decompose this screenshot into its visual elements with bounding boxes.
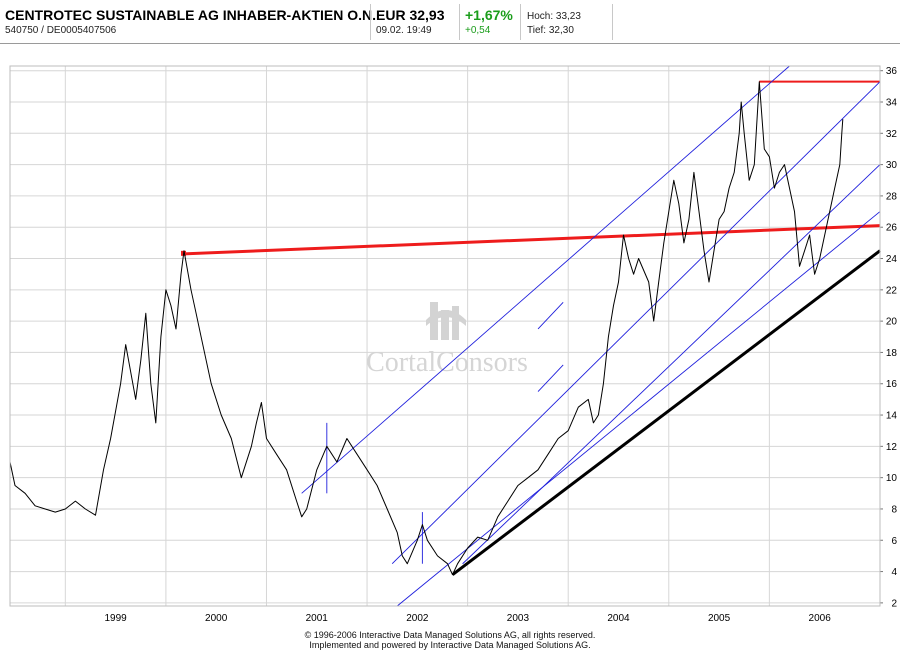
powered-by-line: Implemented and powered by Interactive D… bbox=[309, 640, 591, 650]
y-tick-label: 6 bbox=[891, 536, 897, 547]
y-tick-label: 4 bbox=[891, 567, 897, 578]
watermark-logo-icon bbox=[426, 302, 466, 340]
y-tick-label: 28 bbox=[886, 191, 898, 202]
watermark: CortalConsors bbox=[366, 302, 528, 378]
x-tick-label: 2000 bbox=[205, 613, 228, 624]
channel-line bbox=[396, 211, 881, 607]
header-divider bbox=[370, 4, 371, 40]
copyright-line: © 1996-2006 Interactive Data Managed Sol… bbox=[304, 630, 596, 640]
y-tick-label: 26 bbox=[886, 223, 898, 234]
x-tick-label: 2005 bbox=[708, 613, 731, 624]
header-divider bbox=[459, 4, 460, 40]
header-divider bbox=[520, 4, 521, 40]
security-identifier: 540750 / DE0005407506 bbox=[5, 25, 117, 36]
x-axis: 1999 2000 2001 2002 2003 2004 2005 2006 bbox=[104, 613, 831, 624]
y-tick-label: 2 bbox=[891, 598, 897, 609]
quote-header: CENTROTEC SUSTAINABLE AG INHABER-AKTIEN … bbox=[0, 0, 900, 44]
channel-line bbox=[537, 302, 564, 330]
y-tick-label: 18 bbox=[886, 348, 898, 359]
resistance-line bbox=[183, 224, 881, 256]
x-tick-label: 2004 bbox=[607, 613, 630, 624]
x-tick-label: 2001 bbox=[306, 613, 329, 624]
x-tick-label: 2006 bbox=[809, 613, 832, 624]
y-tick-label: 36 bbox=[886, 66, 898, 77]
channel-line bbox=[391, 81, 881, 565]
header-border bbox=[0, 43, 900, 44]
y-tick-label: 34 bbox=[886, 98, 898, 109]
channel-line bbox=[537, 364, 564, 392]
y-tick-label: 32 bbox=[886, 129, 898, 140]
watermark-text: CortalConsors bbox=[366, 347, 528, 378]
chart-grid bbox=[10, 66, 880, 606]
channel-line bbox=[301, 65, 790, 494]
y-tick-label: 8 bbox=[891, 504, 897, 515]
day-high: Hoch: 33,23 bbox=[527, 11, 581, 22]
price-series bbox=[9, 81, 844, 576]
x-tick-label: 1999 bbox=[104, 613, 127, 624]
channel-line bbox=[462, 164, 881, 565]
y-tick-label: 12 bbox=[886, 442, 898, 453]
plot-frame bbox=[9, 65, 881, 607]
price-chart: CortalConsors 1999 2000 2001 2002 2003 2004 20… bbox=[9, 65, 897, 624]
change-absolute: +0,54 bbox=[465, 25, 491, 36]
price-line bbox=[9, 81, 844, 576]
header-divider bbox=[612, 4, 613, 40]
support-line bbox=[451, 249, 881, 576]
change-percent: +1,67% bbox=[465, 7, 513, 23]
x-tick-label: 2003 bbox=[507, 613, 530, 624]
trend-lines bbox=[181, 65, 881, 607]
y-tick-label: 16 bbox=[886, 379, 898, 390]
y-tick-label: 24 bbox=[886, 254, 898, 265]
security-title: CENTROTEC SUSTAINABLE AG INHABER-AKTIEN … bbox=[5, 7, 376, 23]
y-tick-label: 30 bbox=[886, 160, 898, 171]
x-tick-label: 2002 bbox=[406, 613, 429, 624]
last-price: EUR 32,93 bbox=[376, 7, 445, 23]
y-tick-label: 22 bbox=[886, 285, 898, 296]
quote-timestamp: 09.02. 19:49 bbox=[376, 25, 432, 36]
y-tick-label: 20 bbox=[886, 317, 898, 328]
day-low: Tief: 32,30 bbox=[527, 25, 574, 36]
y-tick-label: 14 bbox=[886, 411, 898, 422]
y-tick-label: 10 bbox=[886, 473, 898, 484]
